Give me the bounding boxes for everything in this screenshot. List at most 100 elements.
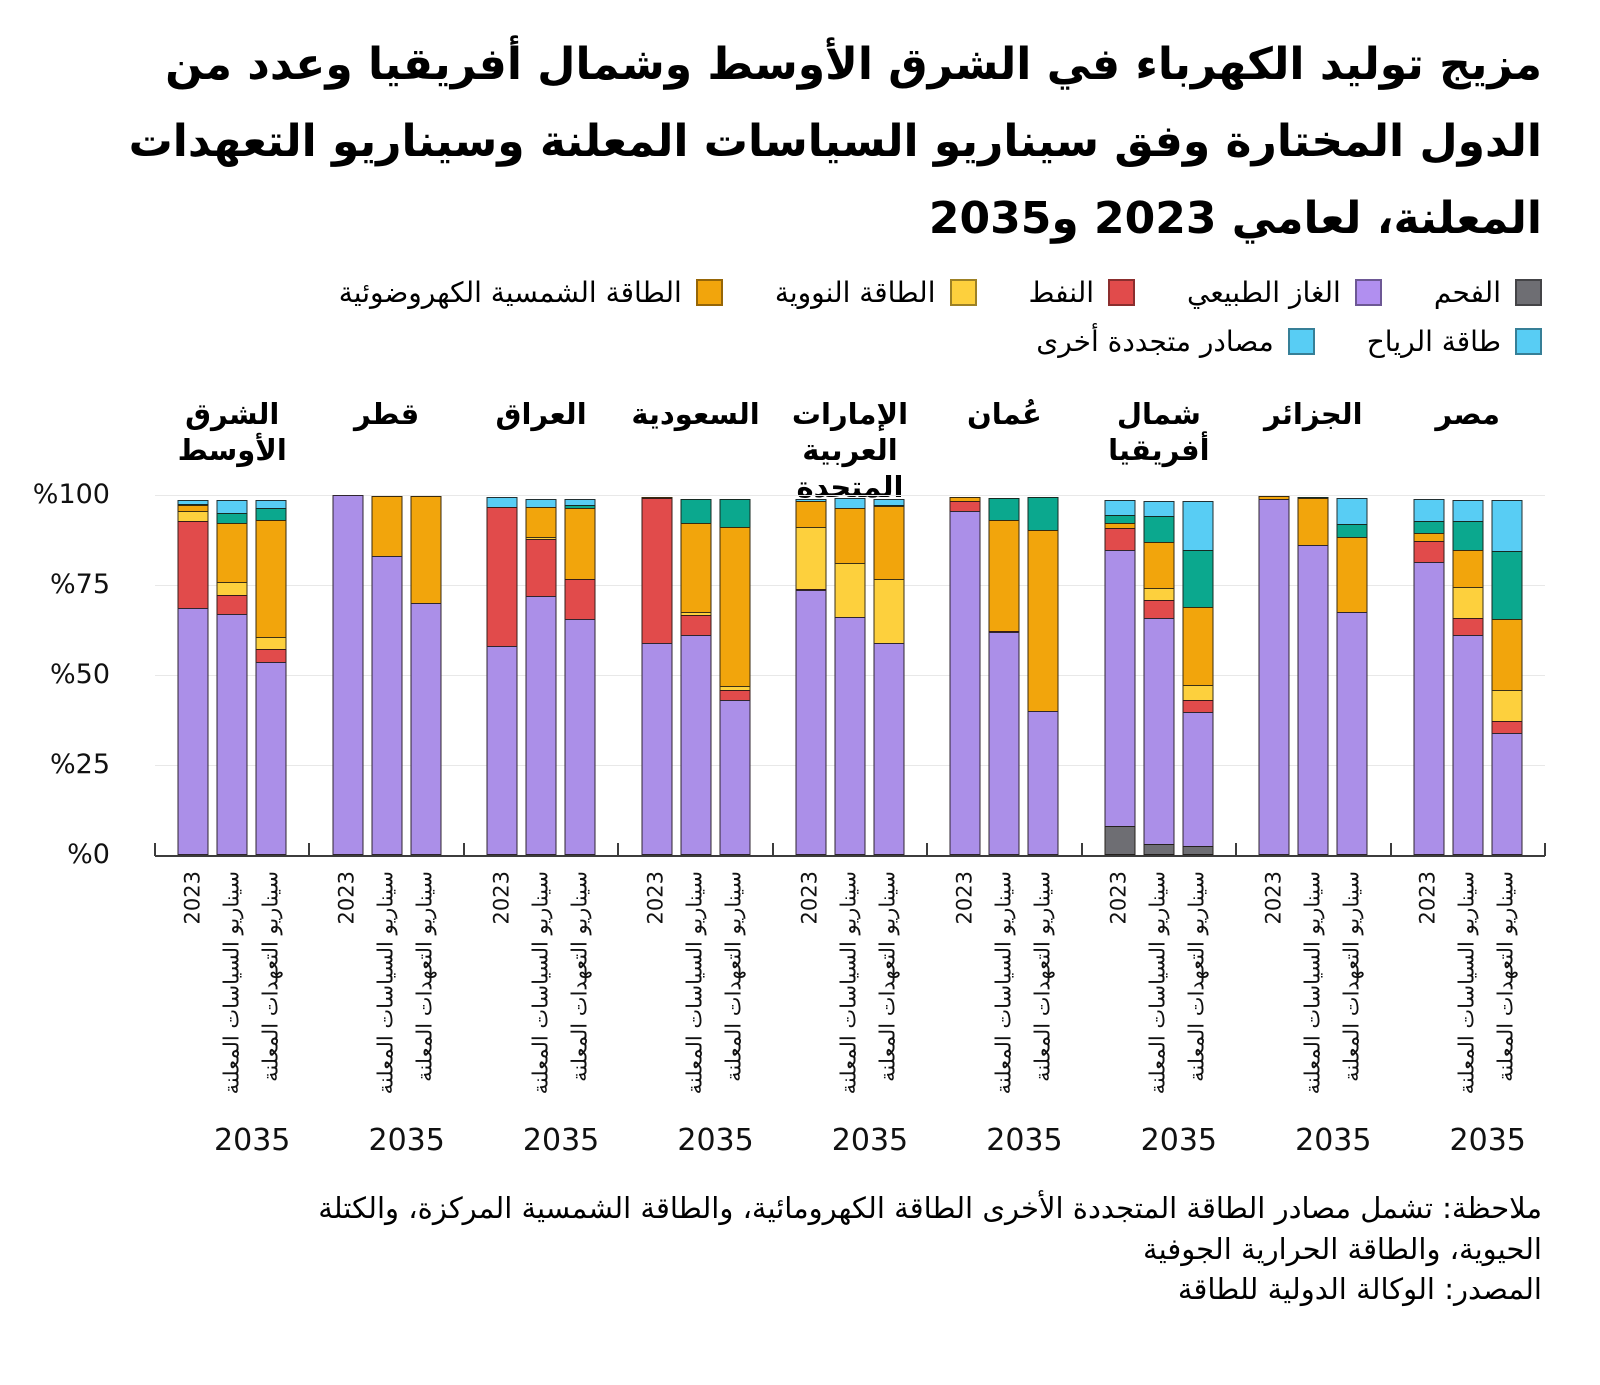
bar-segment-gas — [564, 619, 596, 855]
legend-item-gas: الغاز الطبيعي — [1187, 276, 1382, 309]
stacked-bar — [1143, 501, 1175, 855]
x-label-cell: 2023 سيناريو السياسات المعلنة سيناريو التع… — [927, 865, 1081, 1158]
bar-segment-gas — [834, 617, 866, 855]
x-tick-label: سيناريو السياسات المعلنة — [1145, 871, 1170, 1095]
bar-segment-solar_pv — [255, 519, 287, 639]
wind-swatch-icon — [1515, 328, 1542, 355]
bar-segment-gas — [988, 631, 1020, 855]
x-tick-label: سيناريو السياسات المعلنة — [1300, 871, 1325, 1095]
x-tick-label: 2023 — [334, 871, 359, 925]
bar-segment-gas — [949, 511, 981, 855]
other_renewables-swatch-icon — [1287, 328, 1315, 355]
bar-segment-oil — [255, 649, 287, 664]
bar-segment-solar_pv — [410, 496, 442, 604]
legend-item-coal: الفحم — [1434, 276, 1542, 309]
bar-segment-gas — [216, 613, 248, 855]
bar-group — [1235, 495, 1390, 856]
axis-end-tick — [1544, 843, 1546, 856]
x-tick-label: سيناريو التعهدات المعلنة — [1339, 871, 1364, 1082]
bar-segment-gas — [525, 595, 557, 855]
bar-group — [308, 495, 463, 856]
bar-segment-oil — [177, 521, 209, 610]
source-text: المصدر: الوكالة الدولية للطاقة — [1177, 1272, 1542, 1307]
bar-segment-other_renewables — [1182, 501, 1214, 552]
bar-segment-gas — [795, 590, 827, 855]
stacked-bar — [486, 497, 518, 855]
stacked-bar — [410, 496, 442, 855]
stacked-bar — [332, 495, 364, 855]
bar-segment-gas — [641, 642, 673, 855]
bar-segment-gas — [1143, 618, 1175, 846]
bar-segment-wind — [1143, 516, 1175, 544]
bar-segment-coal — [1104, 826, 1136, 855]
x-tick-label: سيناريو السياسات المعلنة — [682, 871, 707, 1095]
year-label: 2035 — [831, 1123, 909, 1158]
legend-item-nuclear: الطاقة النووية — [775, 276, 977, 309]
bar-segment-nuclear — [1452, 587, 1484, 620]
bar-segment-gas — [332, 495, 364, 855]
legend-label: الغاز الطبيعي — [1187, 276, 1341, 309]
group-header: مصر — [1435, 397, 1500, 431]
bar-segment-gas — [873, 642, 905, 855]
coal-swatch-icon — [1515, 279, 1542, 306]
bar-segment-gas — [1491, 732, 1523, 855]
bar-segment-coal — [1143, 844, 1175, 855]
group-header: شمال أفريقيا — [1108, 397, 1210, 468]
legend-item-solar_pv: الطاقة الشمسية الكهروضوئية — [339, 276, 723, 309]
x-axis-labels: 2023 سيناريو السياسات المعلنة سيناريو التع… — [155, 865, 1545, 1158]
x-tick-label: سيناريو التعهدات المعلنة — [412, 871, 437, 1082]
legend-label: طاقة الرياح — [1366, 325, 1501, 358]
x-tick-label: 2023 — [180, 871, 205, 925]
x-tick-label: سيناريو التعهدات المعلنة — [875, 871, 900, 1082]
bar-group — [1080, 495, 1236, 856]
legend-label: الطاقة الشمسية الكهروضوئية — [338, 276, 682, 309]
bar-segment-oil — [1104, 527, 1136, 552]
bar-segment-solar_pv — [680, 523, 712, 614]
bar-segment-oil — [1452, 618, 1484, 637]
x-tick-label: 2023 — [797, 871, 822, 925]
legend-item-wind: طاقة الرياح — [1367, 325, 1542, 358]
bar-segment-solar_pv — [1182, 607, 1214, 687]
x-label-cell: 2023 سيناريو السياسات المعلنة سيناريو التع… — [618, 865, 772, 1158]
bar-segment-other_renewables — [216, 500, 248, 515]
bar-segment-gas — [1336, 612, 1368, 855]
stacked-bar — [680, 499, 712, 855]
plot-groups — [153, 495, 1546, 856]
bar-segment-oil — [525, 539, 557, 597]
group-header: الشرق الأوسط — [177, 397, 287, 468]
year-label: 2035 — [1449, 1123, 1526, 1158]
bar-segment-other_renewables — [1413, 499, 1445, 523]
bar-segment-solar_pv — [834, 507, 866, 564]
bar-segment-gas — [1413, 561, 1445, 855]
bar-segment-oil — [1143, 599, 1175, 620]
bar-segment-other_renewables — [1143, 501, 1175, 518]
stacked-bar — [255, 500, 287, 855]
x-tick-label: سيناريو التعهدات المعلنة — [567, 871, 592, 1082]
bar-segment-wind — [1182, 550, 1214, 609]
bar-group — [926, 495, 1081, 856]
x-tick-label: سيناريو السياسات المعلنة — [836, 871, 861, 1095]
x-tick-label: سيناريو السياسات المعلنة — [991, 871, 1016, 1095]
stacked-bar — [795, 498, 827, 855]
bar-group — [462, 495, 618, 856]
x-label-cell: 2023 سيناريو السياسات المعلنة سيناريو التع… — [309, 865, 463, 1158]
bar-segment-solar_pv — [1027, 530, 1059, 712]
bar-segment-gas — [177, 608, 209, 855]
group-header: عُمان — [966, 397, 1042, 431]
legend-label: مصادر متجددة أخرى — [1036, 325, 1274, 358]
bar-segment-nuclear — [1182, 685, 1214, 702]
bar-segment-other_renewables — [1104, 500, 1136, 517]
legend: الفحم الغاز الطبيعي النفط الطاقة النووية الط… — [80, 276, 1542, 374]
x-tick-label: سيناريو التعهدات المعلنة — [258, 871, 283, 1082]
bar-segment-wind — [719, 499, 751, 528]
bar-segment-gas — [1297, 545, 1329, 855]
bar-segment-solar_pv — [1143, 542, 1175, 590]
stacked-bar — [873, 498, 905, 855]
group-header: قطر — [354, 397, 420, 431]
bar-segment-solar_pv — [1336, 537, 1368, 613]
group-headers: الشرق الأوسط قطر العراق السعودية الإمارات ال… — [155, 396, 1545, 505]
y-axis-label: %50 — [49, 659, 110, 690]
nuclear-swatch-icon — [949, 279, 977, 306]
year-label: 2035 — [1140, 1123, 1218, 1158]
